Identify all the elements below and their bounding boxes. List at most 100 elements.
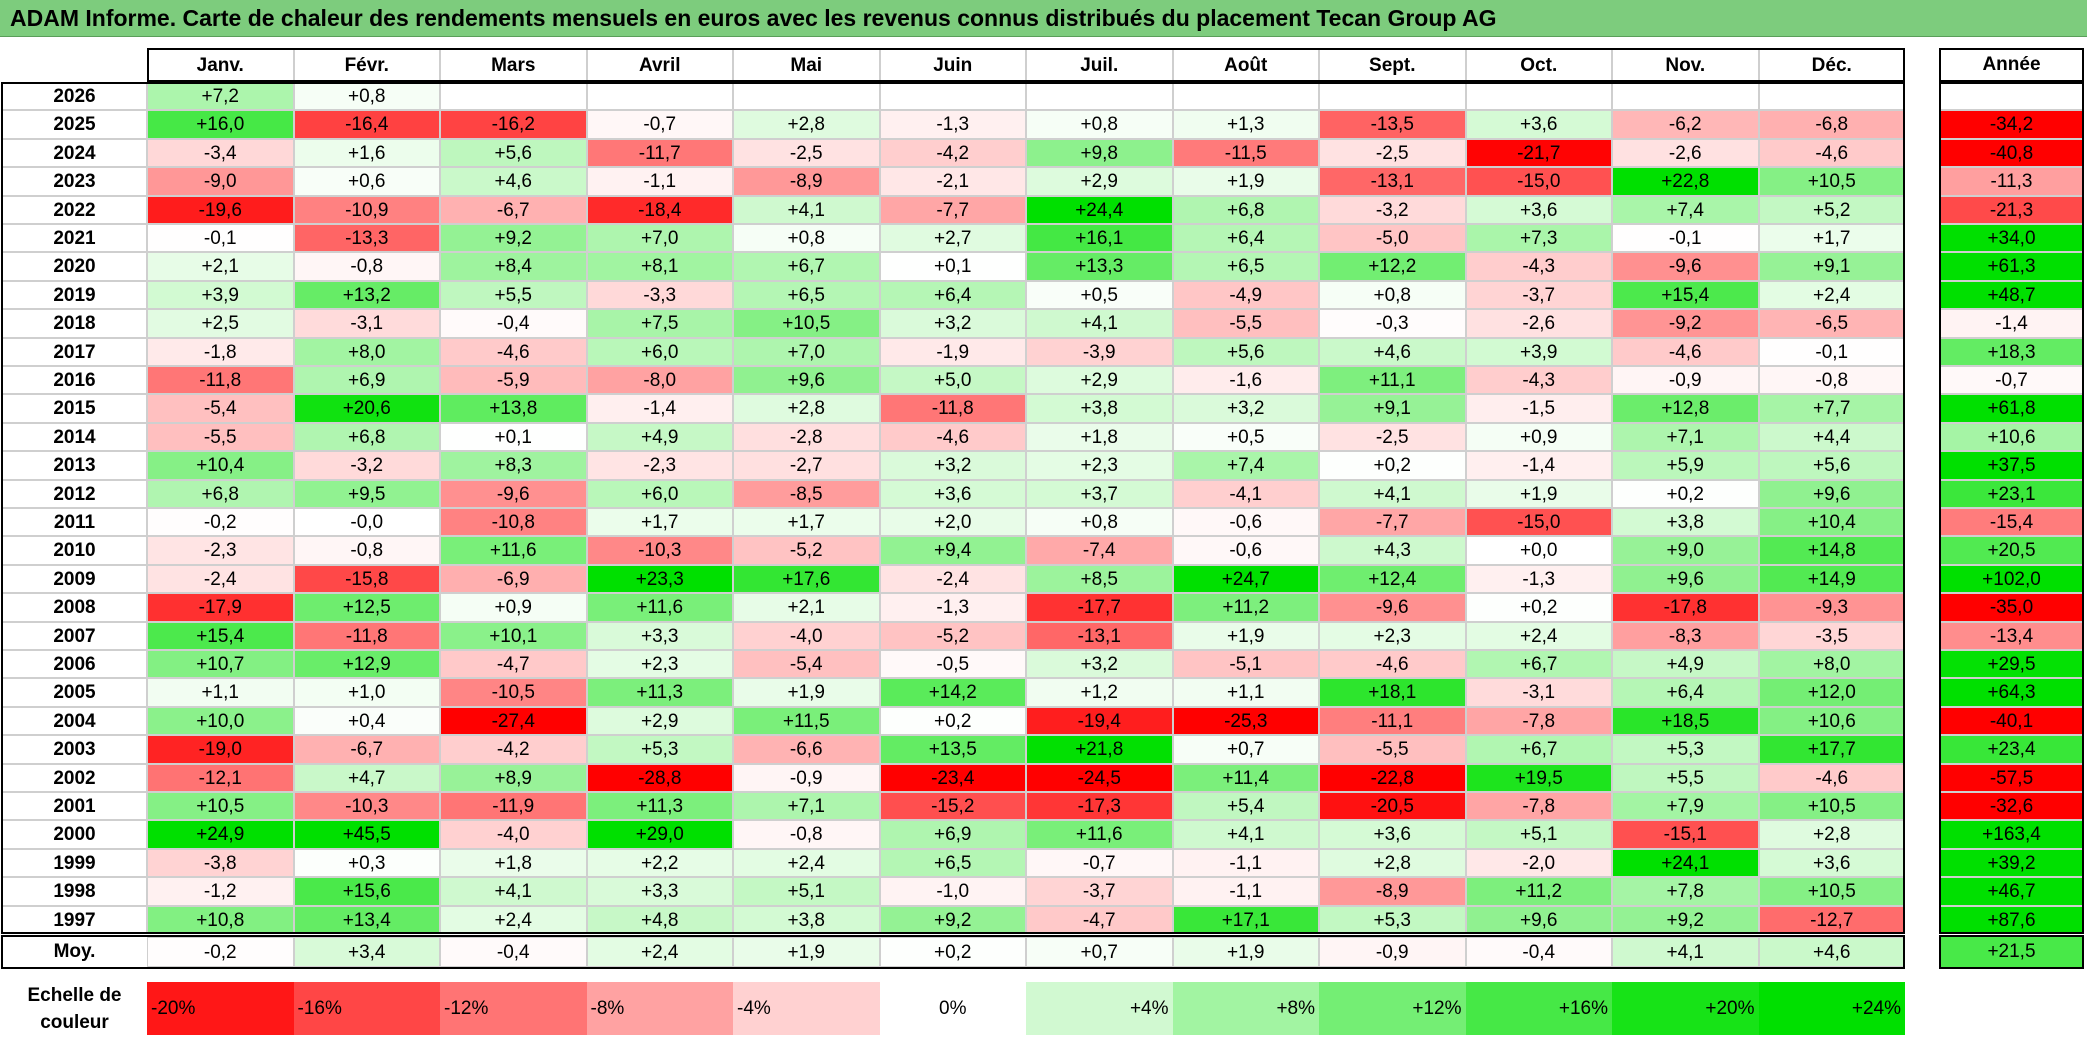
annual-cell bbox=[1939, 82, 2084, 111]
chart-title: ADAM Informe. Carte de chaleur des rende… bbox=[10, 5, 1497, 31]
year-label: 2014 bbox=[2, 422, 147, 452]
heatmap-cell: +7,0 bbox=[586, 224, 733, 253]
color-scale-stop: -12% bbox=[440, 982, 587, 1035]
heatmap-cell: +1,6 bbox=[293, 138, 440, 168]
heatmap-cell: -1,3 bbox=[879, 593, 1026, 622]
heatmap-cell: -1,2 bbox=[147, 877, 294, 906]
average-cell: -0,9 bbox=[1319, 937, 1466, 967]
heatmap-cell: -6,7 bbox=[440, 195, 587, 224]
heatmap-cell: +4,9 bbox=[1612, 650, 1759, 679]
heatmap-cell: -17,8 bbox=[1612, 593, 1759, 622]
heatmap-cell: +9,0 bbox=[1612, 536, 1759, 565]
heatmap-cell: +1,8 bbox=[1026, 422, 1173, 452]
heatmap-cell bbox=[586, 82, 733, 111]
month-header: Juin bbox=[879, 48, 1026, 82]
heatmap-cell: +9,2 bbox=[879, 905, 1026, 934]
heatmap-cell: -2,5 bbox=[1319, 138, 1466, 168]
year-label: 2005 bbox=[2, 678, 147, 707]
heatmap-cell: +3,2 bbox=[879, 309, 1026, 338]
heatmap-cell: -1,3 bbox=[879, 110, 1026, 139]
heatmap-cell: -1,1 bbox=[1172, 877, 1319, 906]
heatmap-cell: -23,4 bbox=[879, 763, 1026, 792]
month-header: Juil. bbox=[1026, 48, 1173, 82]
color-scale-stop: 0% bbox=[879, 982, 1026, 1035]
heatmap-cell: +6,5 bbox=[733, 280, 880, 310]
heatmap-cell: +10,5 bbox=[1758, 877, 1905, 906]
heatmap-cell: +7,1 bbox=[733, 792, 880, 821]
average-cell: -0,4 bbox=[440, 937, 587, 967]
average-cell: -0,4 bbox=[1465, 937, 1612, 967]
heatmap-cell: -7,7 bbox=[1319, 508, 1466, 537]
heatmap-cell bbox=[1612, 82, 1759, 111]
heatmap-cell: +10,7 bbox=[147, 650, 294, 679]
heatmap-cell: +6,8 bbox=[147, 479, 294, 508]
heatmap-cell: +9,4 bbox=[879, 536, 1026, 565]
average-cell: +0,2 bbox=[879, 937, 1026, 967]
heatmap-cell: +3,8 bbox=[1612, 508, 1759, 537]
heatmap-cell: -5,5 bbox=[1319, 735, 1466, 764]
heatmap-cell: +19,5 bbox=[1465, 763, 1612, 792]
heatmap-cell: +9,2 bbox=[440, 224, 587, 253]
color-scale-stop: -20% bbox=[147, 982, 294, 1035]
heatmap-cell: +6,4 bbox=[879, 280, 1026, 310]
heatmap-cell: -0,7 bbox=[1026, 848, 1173, 878]
heatmap-cell: +0,5 bbox=[1026, 280, 1173, 310]
heatmap-cell: +2,4 bbox=[1465, 621, 1612, 650]
heatmap-cell: -5,4 bbox=[147, 394, 294, 423]
heatmap-cell: +10,0 bbox=[147, 706, 294, 736]
heatmap-cell: +7,2 bbox=[147, 82, 294, 111]
heatmap-cell: +5,2 bbox=[1758, 195, 1905, 224]
heatmap-cell: -0,9 bbox=[733, 763, 880, 792]
heatmap-cell: -10,3 bbox=[586, 536, 733, 565]
heatmap-cell: -5,5 bbox=[1172, 309, 1319, 338]
heatmap-cell: +2,9 bbox=[1026, 167, 1173, 196]
heatmap-cell: +24,1 bbox=[1612, 848, 1759, 878]
heatmap-cell: -0,1 bbox=[1612, 224, 1759, 253]
year-label: 2010 bbox=[2, 536, 147, 565]
heatmap-cell: -0,8 bbox=[1758, 366, 1905, 395]
heatmap-cell: +0,7 bbox=[1172, 735, 1319, 764]
average-label: Moy. bbox=[2, 937, 147, 967]
heatmap-cell: +6,9 bbox=[879, 820, 1026, 849]
heatmap-cell: -7,4 bbox=[1026, 536, 1173, 565]
heatmap-cell: +11,2 bbox=[1465, 877, 1612, 906]
heatmap-cell: +24,4 bbox=[1026, 195, 1173, 224]
annual-cell: -40,8 bbox=[1939, 138, 2084, 168]
heatmap-cell: -11,7 bbox=[586, 138, 733, 168]
heatmap-cell: +3,3 bbox=[586, 877, 733, 906]
heatmap-cell: -8,0 bbox=[586, 366, 733, 395]
heatmap-cell: -11,5 bbox=[1172, 138, 1319, 168]
heatmap-cell: +4,6 bbox=[1319, 337, 1466, 366]
annual-cell: -13,4 bbox=[1939, 621, 2084, 650]
heatmap-cell: +24,7 bbox=[1172, 564, 1319, 594]
color-scale-stop: +4% bbox=[1026, 982, 1173, 1035]
heatmap-cell: +5,1 bbox=[1465, 820, 1612, 849]
heatmap-cell: +2,8 bbox=[1319, 848, 1466, 878]
heatmap-cell: +21,8 bbox=[1026, 735, 1173, 764]
heatmap-cell: -8,5 bbox=[733, 479, 880, 508]
heatmap-cell: +17,1 bbox=[1172, 905, 1319, 934]
year-label: 2004 bbox=[2, 706, 147, 736]
year-label: 2015 bbox=[2, 394, 147, 423]
heatmap-cell: -27,4 bbox=[440, 706, 587, 736]
heatmap-cell: +6,7 bbox=[1465, 735, 1612, 764]
heatmap-cell: +14,8 bbox=[1758, 536, 1905, 565]
heatmap-cell: +4,3 bbox=[1319, 536, 1466, 565]
heatmap-cell: +4,8 bbox=[586, 905, 733, 934]
heatmap-cell: -1,4 bbox=[586, 394, 733, 423]
month-header: Oct. bbox=[1465, 48, 1612, 82]
heatmap-cell: +10,8 bbox=[147, 905, 294, 934]
heatmap-cell: +16,1 bbox=[1026, 224, 1173, 253]
heatmap-cell: +29,0 bbox=[586, 820, 733, 849]
heatmap-cell: -3,7 bbox=[1465, 280, 1612, 310]
heatmap-cell: -1,1 bbox=[1172, 848, 1319, 878]
month-header: Mai bbox=[733, 48, 880, 82]
heatmap-cell: -3,9 bbox=[1026, 337, 1173, 366]
year-label: 1999 bbox=[2, 848, 147, 878]
heatmap-cell: -0,0 bbox=[293, 508, 440, 537]
heatmap-cell: +15,6 bbox=[293, 877, 440, 906]
heatmap-cell: +1,9 bbox=[1172, 167, 1319, 196]
heatmap-cell: -0,9 bbox=[1612, 366, 1759, 395]
heatmap-cell: -7,8 bbox=[1465, 792, 1612, 821]
heatmap-cell: +3,6 bbox=[1319, 820, 1466, 849]
